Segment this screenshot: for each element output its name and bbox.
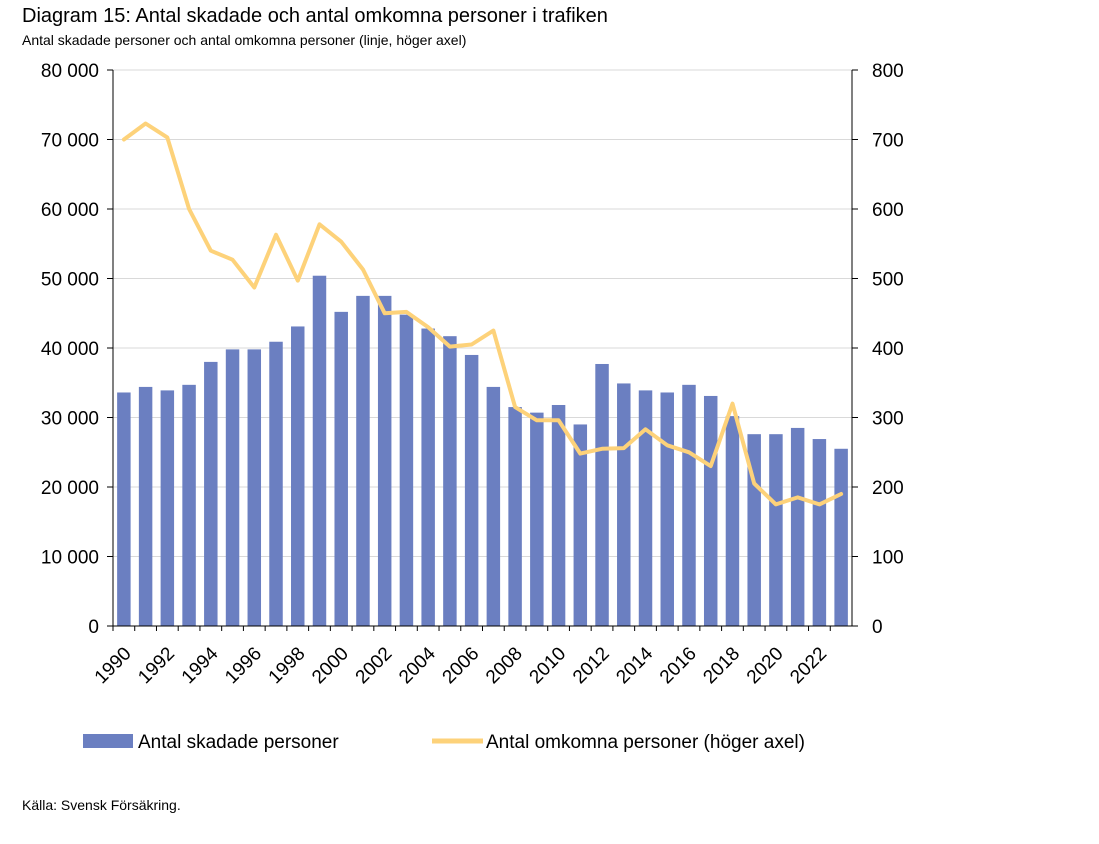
bar [595,363,609,626]
legend-label-bars: Antal skadade personer [138,732,339,753]
bar [508,407,522,626]
x-tick-label: 2020 [743,643,788,688]
bar [117,392,131,626]
bar [399,314,414,626]
x-tick-label: 2004 [395,643,440,688]
x-tick-label: 1998 [265,643,310,688]
x-tick-label: 2012 [569,643,614,688]
bar [812,439,827,626]
x-tick-label: 2006 [439,643,484,688]
y-right-tick-label: 300 [872,409,904,430]
chart-title: Diagram 15: Antal skadade och antal omko… [22,5,608,27]
bar [725,416,740,626]
y-right-tick-label: 700 [872,131,904,152]
y-right-tick-label: 800 [872,61,904,82]
bar [530,412,544,626]
bar [377,295,392,626]
x-tick-label: 2022 [786,643,831,688]
y-left-tick-label: 70 000 [41,131,99,152]
x-tick-label: 2016 [656,643,701,688]
y-right-tick-label: 500 [872,270,904,291]
chart-area: 0 10 000 20 000 30 000 40 000 50 000 60 000 70 … [41,61,904,753]
y-left-tick-label: 0 [88,617,99,638]
y-right-tick-label: 600 [872,200,904,221]
y-left-tick-label: 50 000 [41,270,99,291]
bar [660,392,674,626]
y-left-tick-label: 60 000 [41,200,99,221]
bar [617,383,631,626]
bar [703,395,718,626]
x-tick-label: 2010 [526,643,571,688]
bar [312,275,327,626]
y-left-tick-label: 80 000 [41,61,99,82]
bar [421,328,435,626]
bar [334,311,348,626]
bar [138,386,153,626]
bar [769,434,783,626]
bar [160,390,175,626]
bar [682,384,696,626]
chart-subtitle: Antal skadade personer och antal omkomna… [22,32,467,48]
bar [573,424,588,626]
y-right-tick-label: 100 [872,548,904,569]
x-tick-label: 2008 [482,643,527,688]
line-series-omkomna [121,121,844,507]
source-note: Källa: Svensk Försäkring. [22,797,181,813]
bar [291,326,305,626]
x-tick-label: 2000 [308,643,353,688]
x-tick-label: 2018 [699,643,744,688]
bar [834,448,848,626]
bar [551,404,566,626]
x-tick-label: 1996 [221,643,266,688]
legend-swatch-bars [83,734,133,748]
y-left-tick-label: 40 000 [41,339,99,360]
bar [182,384,196,626]
x-tick-label: 2002 [352,643,397,688]
x-tick-label: 1992 [134,643,179,688]
y-right-tick-label: 200 [872,478,904,499]
x-tick-label: 1990 [91,643,136,688]
bar [790,427,805,626]
bar [225,349,240,626]
bar [204,361,218,626]
y-left-tick-label: 10 000 [41,548,99,569]
y-right-tick-label: 0 [872,617,883,638]
bar [747,434,761,626]
bar [269,341,283,626]
bar [356,295,370,626]
bar [638,390,653,626]
bar [486,386,501,626]
x-tick-label: 1994 [178,643,223,688]
bar [247,349,262,626]
bar [443,336,457,626]
x-tick-label: 2014 [612,643,657,688]
y-left-tick-label: 30 000 [41,409,99,430]
y-right-tick-label: 400 [872,339,904,360]
bar [464,354,479,626]
y-left-tick-label: 20 000 [41,478,99,499]
legend-label-line: Antal omkomna personer (höger axel) [486,732,805,753]
